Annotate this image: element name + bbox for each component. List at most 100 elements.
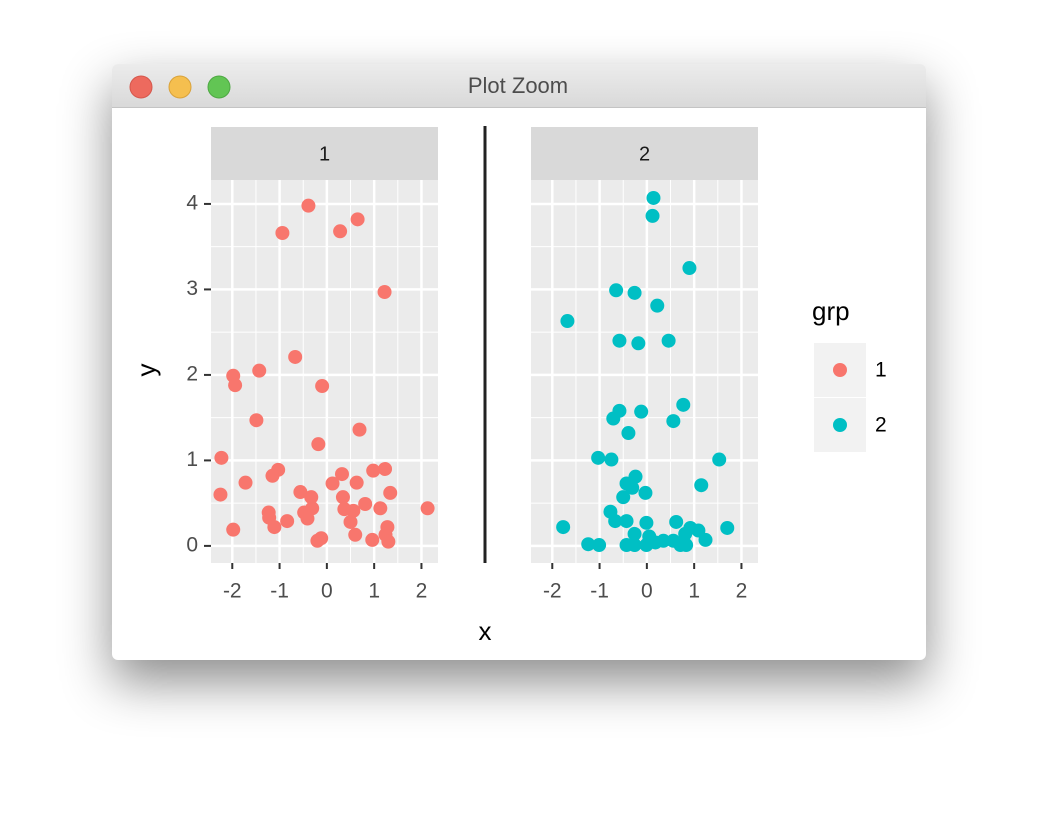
y-tick-label: 2 xyxy=(186,362,198,385)
point xyxy=(288,349,303,364)
y-tick-label: 0 xyxy=(186,533,198,556)
point xyxy=(343,514,358,529)
point xyxy=(373,501,388,516)
panel xyxy=(211,180,438,563)
point xyxy=(650,298,665,313)
x-tick-label: -2 xyxy=(543,580,562,603)
point xyxy=(349,475,364,490)
point xyxy=(377,284,392,299)
point xyxy=(581,537,596,552)
point xyxy=(639,538,654,553)
point xyxy=(609,283,624,298)
strip-label: 1 xyxy=(319,143,330,165)
legend-label: 2 xyxy=(875,414,887,437)
point xyxy=(334,467,349,482)
point xyxy=(645,208,660,223)
point xyxy=(621,426,636,441)
point xyxy=(378,461,393,476)
point xyxy=(352,422,367,437)
point xyxy=(310,533,325,548)
point xyxy=(249,413,264,428)
point xyxy=(627,526,642,541)
point xyxy=(383,485,398,500)
y-tick-label: 4 xyxy=(186,191,198,214)
point xyxy=(252,363,267,378)
point xyxy=(335,490,350,505)
point xyxy=(619,514,634,529)
point xyxy=(592,538,607,553)
x-tick-label: 2 xyxy=(736,580,748,603)
point xyxy=(325,476,340,491)
point xyxy=(591,450,606,465)
point xyxy=(350,212,365,227)
point xyxy=(365,532,380,547)
strip xyxy=(211,127,438,180)
point xyxy=(348,527,363,542)
point xyxy=(346,503,361,518)
point xyxy=(228,378,243,393)
point xyxy=(625,480,640,495)
point xyxy=(420,501,435,516)
panel xyxy=(531,180,758,563)
x-tick-label: -1 xyxy=(590,580,609,603)
point xyxy=(608,514,623,529)
point xyxy=(293,485,308,500)
point xyxy=(694,478,709,493)
x-tick-label: -2 xyxy=(223,580,242,603)
point xyxy=(679,538,694,553)
window-title: Plot Zoom xyxy=(468,73,568,98)
point xyxy=(213,487,228,502)
point xyxy=(669,514,684,529)
point xyxy=(712,452,727,467)
point xyxy=(676,397,691,412)
point xyxy=(315,379,330,394)
point xyxy=(238,475,253,490)
point xyxy=(226,522,241,537)
legend-label: 1 xyxy=(875,359,887,382)
point xyxy=(265,468,280,483)
point xyxy=(682,261,697,276)
point xyxy=(556,520,571,535)
point xyxy=(275,226,290,241)
close-button[interactable] xyxy=(129,75,153,99)
point xyxy=(616,490,631,505)
point xyxy=(720,520,735,535)
point xyxy=(280,514,295,529)
y-tick-label: 3 xyxy=(186,277,198,300)
point xyxy=(358,497,373,512)
point xyxy=(214,450,229,465)
title-bar xyxy=(112,64,926,108)
x-tick-label: 0 xyxy=(641,580,653,603)
point xyxy=(634,404,649,419)
point xyxy=(666,414,681,429)
minimize-button[interactable] xyxy=(168,75,192,99)
point xyxy=(661,333,676,348)
point xyxy=(638,485,653,500)
strip-label: 2 xyxy=(639,143,650,165)
point xyxy=(646,190,661,205)
point xyxy=(311,437,326,452)
point xyxy=(560,314,575,329)
point xyxy=(612,333,627,348)
point xyxy=(304,490,319,505)
point xyxy=(333,224,348,239)
legend-title: grp xyxy=(812,296,850,326)
x-tick-label: 0 xyxy=(321,580,333,603)
y-axis-title: y xyxy=(131,364,161,377)
point xyxy=(627,538,642,553)
point xyxy=(300,511,315,526)
point xyxy=(606,411,621,426)
point xyxy=(627,285,642,300)
point xyxy=(639,515,654,530)
point xyxy=(267,520,282,535)
zoom-button[interactable] xyxy=(207,75,231,99)
point xyxy=(381,534,396,549)
x-tick-label: -1 xyxy=(270,580,289,603)
point xyxy=(698,532,713,547)
y-tick-label: 1 xyxy=(186,448,198,471)
x-tick-label: 1 xyxy=(368,580,380,603)
x-tick-label: 2 xyxy=(416,580,428,603)
x-axis-title: x xyxy=(479,616,492,646)
